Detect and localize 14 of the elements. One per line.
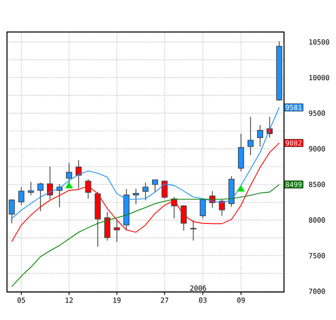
line-series <box>11 142 280 242</box>
candlestick <box>142 182 149 201</box>
candlestick <box>257 124 264 147</box>
candlestick <box>37 182 44 212</box>
candlestick <box>238 133 244 172</box>
candlestick <box>180 204 187 231</box>
candlestick <box>248 116 254 156</box>
candlestick <box>18 186 24 206</box>
candlestick <box>132 188 139 205</box>
candlestick <box>162 180 168 200</box>
candlestick <box>152 179 158 192</box>
candlestick <box>104 212 110 241</box>
candlestick <box>46 166 54 200</box>
candlestick <box>76 160 82 190</box>
